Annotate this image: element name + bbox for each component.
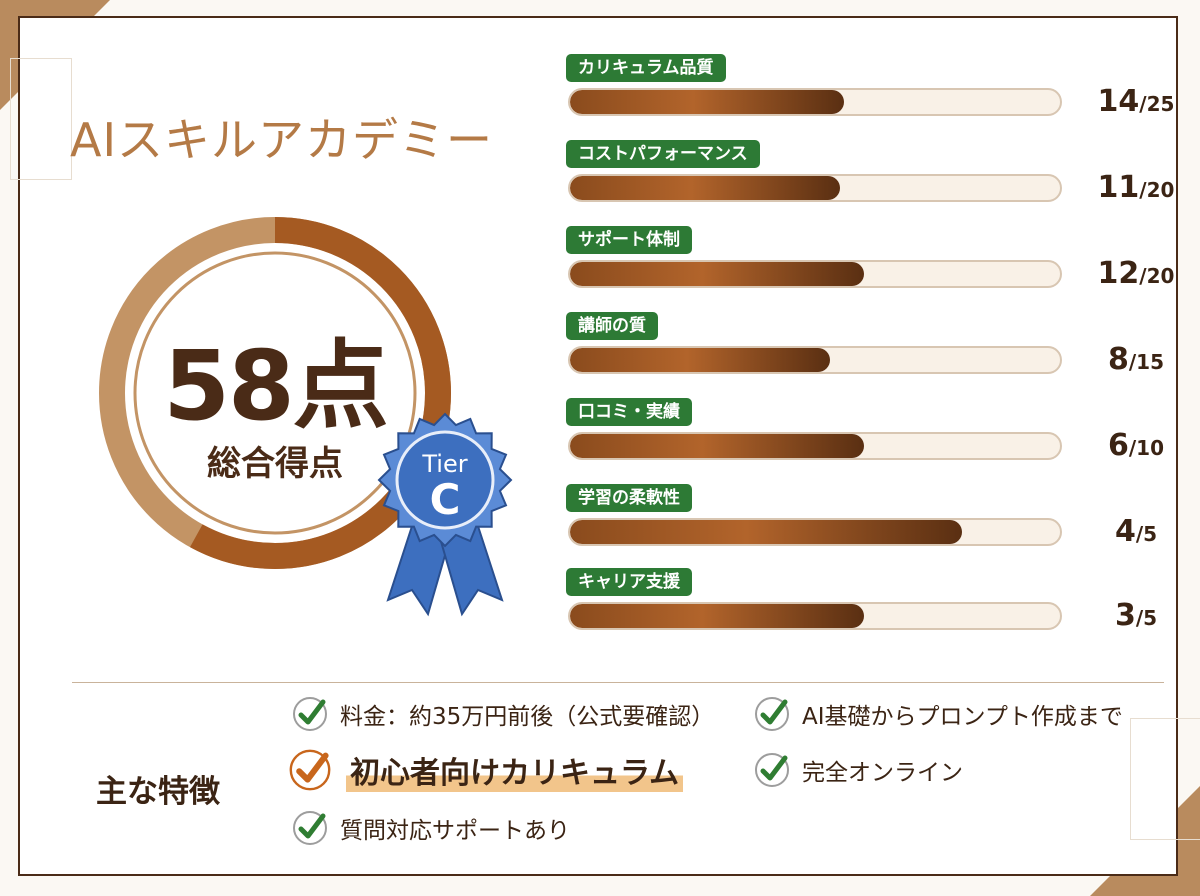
category-bar-fill [570, 604, 864, 628]
feature-text: 質問対応サポートあり [340, 818, 570, 844]
tier-grade: C [430, 475, 461, 524]
category-score: 8/15 [1107, 342, 1164, 377]
check-icon [293, 811, 327, 845]
check-icon [755, 753, 789, 787]
score-ring-graphic [99, 217, 451, 569]
total-score: 58点 [163, 330, 389, 442]
category-label: コストパフォーマンス [566, 140, 760, 168]
category-label: カリキュラム品質 [566, 54, 726, 82]
feature-item: AI基礎からプロンプト作成まで [752, 694, 1123, 734]
category-label: 講師の質 [566, 312, 658, 340]
total-score-label: 総合得点 [207, 444, 343, 484]
category-bar-fill [570, 176, 840, 200]
category-bar-fill [570, 434, 864, 458]
category-score: 12/20 [1097, 256, 1175, 291]
category-bar-track [568, 432, 1062, 460]
category-label: サポート体制 [566, 226, 692, 254]
category-bar-track [568, 260, 1062, 288]
section-divider [72, 682, 1164, 683]
category-bar-fill [570, 348, 830, 372]
category-bar-track [568, 602, 1062, 630]
category-score: 14/25 [1097, 84, 1175, 119]
feature-text: AI基礎からプロンプト作成まで [802, 704, 1123, 730]
check-icon [755, 697, 789, 731]
category-bar-track [568, 174, 1062, 202]
category-bar-track [568, 346, 1062, 374]
feature-text: 料金：約35万円前後（公式要確認） [340, 704, 715, 730]
category-bar-fill [570, 90, 845, 114]
category-bar-track [568, 88, 1062, 116]
tier-prefix: Tier [421, 450, 467, 478]
category-bar-fill [570, 262, 864, 286]
category-score: 3/5 [1114, 598, 1158, 633]
page-title: AIスキルアカデミー [70, 113, 494, 167]
score-ring: 58点 総合得点 [90, 208, 460, 578]
feature-item: 完全オンライン [752, 750, 963, 790]
category-bar-track [568, 518, 1062, 546]
feature-item: 質問対応サポートあり [290, 808, 570, 848]
category-label: 口コミ・実績 [566, 398, 692, 426]
feature-text: 初心者向けカリキュラム [346, 748, 684, 792]
deco-line [10, 58, 72, 180]
card-frame: AIスキルアカデミー 58点 総合得点 Tier C カリキュラム品質 14/2… [10, 16, 1200, 876]
feature-text: 完全オンライン [802, 760, 963, 786]
tier-badge: Tier C [370, 410, 520, 620]
category-score: 6/10 [1107, 428, 1164, 463]
features-heading: 主な特徴 [96, 774, 220, 810]
feature-item-highlight: 初心者向けカリキュラム [286, 746, 684, 794]
category-score: 11/20 [1097, 170, 1175, 205]
feature-item: 料金：約35万円前後（公式要確認） [290, 694, 714, 734]
deco-line [1130, 718, 1200, 840]
category-score: 4/5 [1114, 514, 1158, 549]
category-bar-fill [570, 520, 962, 544]
check-icon [293, 697, 327, 731]
category-label: 学習の柔軟性 [566, 484, 692, 512]
category-label: キャリア支援 [566, 568, 692, 596]
check-icon [289, 749, 331, 791]
